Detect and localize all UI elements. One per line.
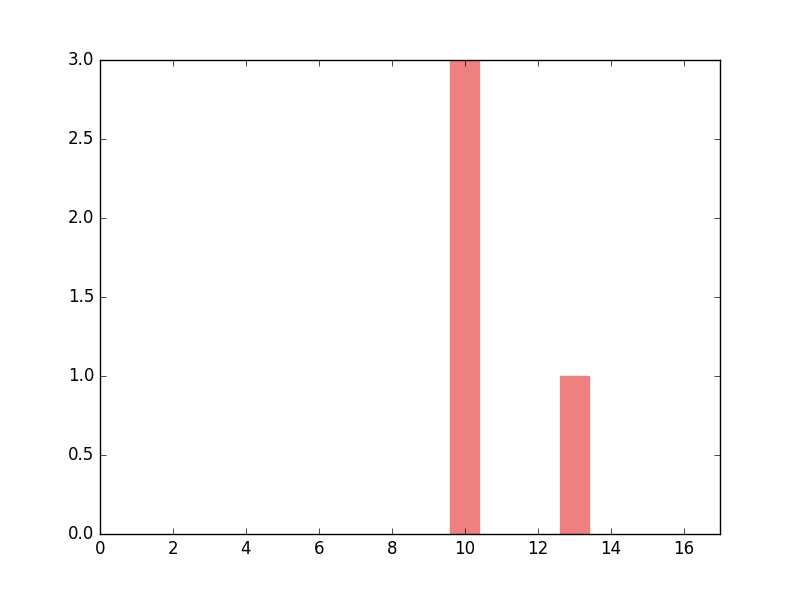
Bar — [450, 60, 479, 534]
Bar — [559, 376, 589, 534]
